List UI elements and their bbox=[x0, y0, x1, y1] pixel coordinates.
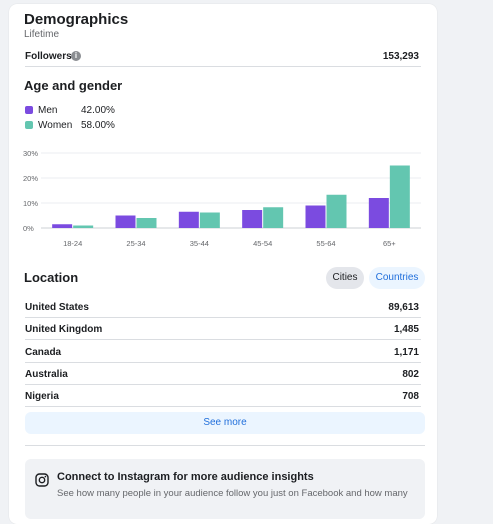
location-row-label: United Kingdom bbox=[25, 324, 103, 336]
y-tick-label: 30% bbox=[23, 149, 38, 158]
legend-men-value: 42.00% bbox=[81, 105, 115, 116]
divider bbox=[25, 445, 425, 446]
location-row-label: Nigeria bbox=[25, 391, 59, 403]
bar-women-65+[interactable] bbox=[389, 165, 410, 229]
bar-women-55-64[interactable] bbox=[326, 194, 347, 228]
location-row-value: 89,613 bbox=[388, 302, 419, 313]
bar-men-35-44[interactable] bbox=[178, 211, 199, 228]
location-row-label: United States bbox=[25, 302, 89, 313]
legend-men-label: Men bbox=[38, 105, 58, 116]
x-tick-label: 18-24 bbox=[63, 239, 82, 248]
y-tick-label: 0% bbox=[23, 224, 34, 233]
tab-cities[interactable]: Cities bbox=[326, 267, 364, 289]
location-row-label: Canada bbox=[25, 346, 62, 358]
page-title: Demographics bbox=[24, 11, 129, 28]
x-tick-label: 65+ bbox=[383, 239, 396, 248]
divider bbox=[25, 66, 421, 67]
location-row-value: 708 bbox=[402, 391, 419, 403]
x-tick-label: 45-54 bbox=[253, 239, 272, 248]
instagram-connect-box[interactable]: Connect to Instagram for more audience i… bbox=[25, 459, 425, 519]
divider bbox=[25, 317, 421, 318]
tab-countries[interactable]: Countries bbox=[369, 267, 425, 289]
x-tick-label: 55-64 bbox=[316, 239, 335, 248]
age-gender-chart: 0% 10% 20% 30% 18-24 25-34 35-44 45-54 55-64 65+ bbox=[23, 149, 421, 248]
instagram-body: See how many people in your audience fol… bbox=[57, 488, 408, 499]
y-tick-label: 20% bbox=[23, 174, 38, 183]
location-row-value: 1,171 bbox=[393, 346, 419, 358]
location-row-value: 1,485 bbox=[393, 324, 419, 336]
men-swatch bbox=[25, 106, 33, 114]
divider bbox=[25, 383, 421, 385]
legend-women-label: Women bbox=[38, 120, 73, 131]
divider bbox=[25, 361, 421, 363]
instagram-title: Connect to Instagram for more audience i… bbox=[57, 471, 314, 483]
followers-label: Followers bbox=[25, 51, 72, 62]
bar-women-45-54[interactable] bbox=[263, 207, 284, 228]
legend-women-value: 58.00% bbox=[81, 120, 115, 131]
bar-men-45-54[interactable] bbox=[242, 210, 263, 228]
bar-women-25-34[interactable] bbox=[136, 218, 157, 228]
x-tick-label: 25-34 bbox=[126, 239, 145, 248]
bar-women-18-24[interactable] bbox=[73, 225, 94, 229]
bar-men-55-64[interactable] bbox=[305, 205, 326, 229]
demographics-card: Demographics Lifetime Followers i 153,29… bbox=[9, 4, 437, 524]
age-gender-title: Age and gender bbox=[24, 78, 123, 93]
bar-men-65+[interactable] bbox=[368, 198, 389, 228]
location-title: Location bbox=[24, 270, 79, 285]
location-row-value: 802 bbox=[402, 368, 419, 380]
location-row-label: Australia bbox=[25, 368, 68, 380]
subtitle: Lifetime bbox=[24, 29, 60, 40]
women-swatch bbox=[25, 121, 33, 129]
bar-men-18-24[interactable] bbox=[52, 224, 73, 228]
divider bbox=[25, 406, 421, 408]
y-tick-label: 10% bbox=[23, 199, 38, 208]
see-more-button[interactable]: See more bbox=[25, 412, 425, 434]
bar-men-25-34[interactable] bbox=[115, 215, 136, 229]
bar-women-35-44[interactable] bbox=[199, 212, 220, 229]
instagram-icon bbox=[35, 473, 49, 487]
x-tick-label: 35-44 bbox=[190, 239, 209, 248]
followers-value: 153,293 bbox=[382, 51, 419, 62]
divider bbox=[25, 339, 421, 341]
info-icon[interactable]: i bbox=[71, 51, 81, 61]
